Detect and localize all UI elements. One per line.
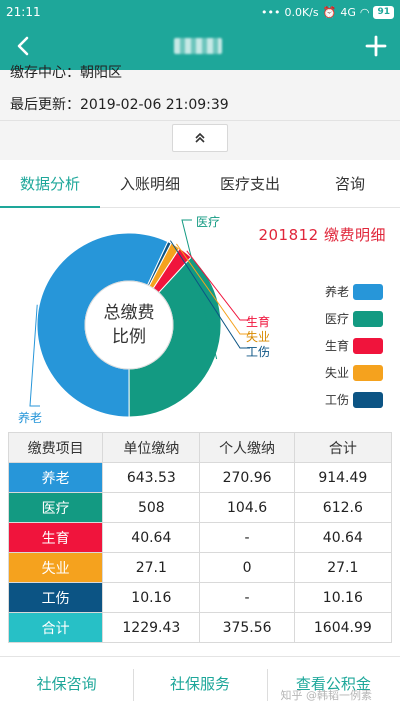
row-total: 612.6 — [293, 492, 393, 523]
pie-leader-pension — [29, 304, 40, 407]
header-personal: 个人缴纳 — [199, 432, 295, 463]
row-unit: 643.53 — [102, 462, 201, 493]
row-item: 失业 — [7, 552, 104, 583]
row-total: 914.49 — [293, 462, 393, 493]
plus-icon[interactable] — [364, 34, 388, 58]
collapse-button[interactable] — [172, 124, 228, 152]
status-indicators: ••• 0.0K/s ⏰ 4G ◠ 91 — [261, 5, 394, 19]
row-unit: 27.1 — [102, 552, 201, 583]
row-total: 10.16 — [293, 582, 393, 613]
pie-leader-maternity — [186, 250, 250, 321]
row-unit: 10.16 — [102, 582, 201, 613]
social-security-service-button[interactable]: 社保服务 — [133, 657, 266, 709]
pie-leader-unemployment — [176, 243, 250, 335]
header-item: 缴费项目 — [7, 432, 104, 463]
row-personal: - — [199, 582, 295, 613]
row-total: 27.1 — [293, 552, 393, 583]
payment-center: 缴存中心：朝阳区 — [10, 65, 122, 81]
legend-item-unemployment: 失业 — [325, 359, 383, 386]
payment-table: 缴费项目 单位缴纳 个人缴纳 合计 养老 643.53 270.96 914.4… — [7, 432, 393, 643]
double-chevron-up-icon — [195, 132, 205, 143]
legend-item-maternity: 生育 — [325, 332, 383, 359]
status-bar: 21:11 ••• 0.0K/s ⏰ 4G ◠ 91 — [0, 0, 400, 24]
page-title-blurred — [174, 38, 222, 54]
row-item: 合计 — [7, 612, 104, 643]
row-personal: 104.6 — [199, 492, 295, 523]
wifi-icon: ◠ — [359, 5, 370, 19]
row-personal: 375.56 — [199, 612, 295, 643]
social-security-consult-button[interactable]: 社保咨询 — [36, 674, 97, 693]
pie-label-injury: 工伤 — [246, 345, 270, 359]
collapse-area — [0, 120, 400, 160]
table-row: 医疗 508 104.6 612.6 — [7, 492, 393, 523]
table-header-row: 缴费项目 单位缴纳 个人缴纳 合计 — [7, 432, 393, 463]
row-item: 工伤 — [7, 582, 104, 613]
pie-center — [84, 280, 174, 370]
housing-fund-button[interactable]: 查看公积金 — [266, 657, 400, 709]
back-arrow-icon[interactable] — [12, 34, 36, 58]
tab-bar: 数据分析 入账明细 医疗支出 咨询 — [0, 160, 400, 208]
row-unit: 40.64 — [102, 522, 201, 553]
row-item: 生育 — [7, 522, 104, 553]
row-total: 40.64 — [293, 522, 393, 553]
legend-item-injury: 工伤 — [325, 386, 383, 413]
header-total: 合计 — [293, 432, 393, 463]
pie-leader-injury — [169, 240, 250, 349]
header-unit: 单位缴纳 — [102, 432, 201, 463]
chart-title: 201812 缴费明细 — [258, 226, 386, 244]
pie-label-medical: 医疗 — [196, 215, 220, 229]
status-dots: ••• — [261, 5, 281, 19]
chart-area: 养老 医疗 生育 失业 工伤 总缴费 比例 201812 缴费明细 养老 医疗 生育 失… — [0, 208, 400, 428]
alarm-icon: ⏰ — [322, 5, 337, 19]
table-row: 失业 27.1 0 27.1 — [7, 552, 393, 583]
pie-label-unemployment: 失业 — [246, 329, 270, 344]
row-item: 医疗 — [7, 492, 104, 523]
pie-leader-medical — [181, 219, 218, 360]
last-updated: 最后更新：2019-02-06 21:09:39 — [10, 97, 229, 113]
row-unit: 508 — [102, 492, 201, 523]
pie-label-pension: 养老 — [18, 410, 42, 425]
pie-center-label-2: 比例 — [112, 327, 146, 347]
table-row: 合计 1229.43 375.56 1604.99 — [7, 612, 393, 643]
pie-center-label-1: 总缴费 — [104, 303, 155, 323]
table-row: 生育 40.64 - 40.64 — [7, 522, 393, 553]
chart-legend: 养老 医疗 生育 失业 工伤 — [325, 278, 383, 413]
tab-consult[interactable]: 咨询 — [334, 175, 365, 193]
row-unit: 1229.43 — [102, 612, 201, 643]
table-row: 工伤 10.16 - 10.16 — [7, 582, 393, 613]
status-time: 21:11 — [6, 5, 41, 19]
battery-indicator: 91 — [373, 5, 394, 19]
network-type: 4G — [340, 5, 356, 19]
table-row: 养老 643.53 270.96 914.49 — [7, 462, 393, 493]
row-personal: 270.96 — [199, 462, 295, 493]
tab-income-details[interactable]: 入账明细 — [119, 175, 180, 193]
row-total: 1604.99 — [293, 612, 393, 643]
row-personal: 0 — [199, 552, 295, 583]
bottom-nav: 社保咨询 社保服务 查看公积金 知乎 @韩韬一例素 — [0, 656, 400, 709]
watermark: 知乎 @韩韬一例素 — [280, 689, 373, 702]
pie-label-maternity: 生育 — [246, 314, 270, 329]
row-item: 养老 — [7, 462, 104, 493]
row-personal: - — [199, 522, 295, 553]
legend-item-medical: 医疗 — [325, 305, 383, 332]
account-info: 缴存中心：朝阳区 最后更新：2019-02-06 21:09:39 — [0, 65, 400, 120]
tab-data-analysis[interactable]: 数据分析 — [0, 160, 100, 208]
legend-item-pension: 养老 — [325, 278, 383, 305]
page-title: ■■■ — [176, 37, 222, 53]
app-bar: ■■■ — [0, 24, 400, 70]
network-speed: 0.0K/s — [284, 5, 319, 19]
tab-medical-expenses[interactable]: 医疗支出 — [219, 175, 280, 193]
